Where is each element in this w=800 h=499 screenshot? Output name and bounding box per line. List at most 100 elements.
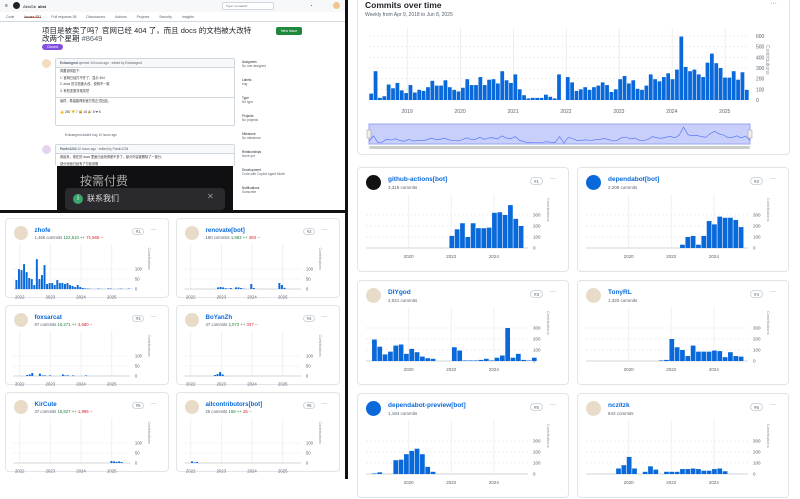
commit-bar xyxy=(649,74,653,100)
y-tick-label: 200 xyxy=(756,77,765,83)
contribution-bar xyxy=(72,286,74,289)
y-tick-label: 100 xyxy=(533,348,541,353)
brush-handle-right[interactable] xyxy=(748,130,752,138)
contribution-bar xyxy=(701,471,706,474)
contribution-bar xyxy=(460,223,465,248)
contribution-bar xyxy=(64,375,66,376)
contribution-bar xyxy=(511,358,516,361)
y-tick-label: 50 xyxy=(135,276,140,281)
contribution-bar xyxy=(712,469,717,474)
commit-bar xyxy=(518,89,522,100)
contribution-bar xyxy=(404,454,409,474)
commit-bar xyxy=(396,83,400,100)
contribution-bar xyxy=(220,287,222,289)
contribution-bar xyxy=(481,228,486,248)
contribution-bar xyxy=(281,285,283,289)
contribution-bar xyxy=(669,472,674,474)
range-brush[interactable] xyxy=(369,124,750,144)
commit-bar xyxy=(404,93,408,100)
contribution-bar xyxy=(29,374,31,376)
x-tick-label: 2023 xyxy=(217,295,227,300)
commit-bar xyxy=(736,80,740,100)
x-tick-label: 2020 xyxy=(624,480,635,485)
contribution-bar xyxy=(691,236,696,248)
y-tick-label: 50 xyxy=(135,363,140,368)
contribution-bar xyxy=(675,472,680,474)
y-tick-label: 200 xyxy=(533,224,541,229)
commit-bar xyxy=(570,82,574,100)
commit-bar xyxy=(583,87,587,100)
scrollbar[interactable] xyxy=(369,146,750,149)
x-tick-label: 2024 xyxy=(709,254,720,259)
contribution-bar xyxy=(222,287,224,289)
commit-bar xyxy=(548,97,552,100)
contribution-bar xyxy=(527,360,532,361)
contribution-bar xyxy=(487,228,492,248)
y-tick-label: 50 xyxy=(306,363,311,368)
contribution-bar xyxy=(121,462,123,463)
y-tick-label: 100 xyxy=(306,354,314,359)
commit-bar xyxy=(527,98,531,100)
contribution-bar xyxy=(717,351,722,361)
commit-bar xyxy=(666,73,670,100)
contribution-bar xyxy=(393,460,398,474)
contribution-bar xyxy=(196,462,198,463)
commit-bar xyxy=(605,85,609,100)
commit-bar xyxy=(382,96,386,100)
commit-bar xyxy=(688,71,692,100)
contribution-bar xyxy=(733,356,738,361)
y-axis-label: Contributions xyxy=(318,422,322,444)
contribution-bar xyxy=(372,340,377,361)
x-tick-label: 2024 xyxy=(489,254,500,259)
x-tick-label: 2024 xyxy=(76,469,86,474)
contribution-bar xyxy=(217,287,219,289)
contribution-bar xyxy=(685,356,690,361)
contribution-bar xyxy=(253,288,255,289)
y-tick-label: 0 xyxy=(753,472,756,477)
x-tick-label: 2022 xyxy=(186,295,196,300)
commit-bar xyxy=(474,85,478,100)
contribution-bar xyxy=(508,205,513,248)
contribution-bar xyxy=(377,347,382,361)
commit-bar xyxy=(741,72,745,100)
contribution-bar xyxy=(284,288,286,289)
contribution-bar xyxy=(476,228,481,248)
y-axis-label: Contributions xyxy=(147,422,151,444)
contribution-bar xyxy=(632,469,637,475)
contribution-bar xyxy=(479,360,484,361)
y-tick-label: 0 xyxy=(135,460,138,465)
contribution-bar xyxy=(685,237,690,248)
commit-bar xyxy=(444,80,448,100)
x-tick-label: 2022 xyxy=(446,480,457,485)
commit-bar xyxy=(387,85,391,100)
contribution-bar xyxy=(217,374,219,376)
y-tick-label: 0 xyxy=(135,286,138,291)
x-tick-label: 2022 xyxy=(446,254,457,259)
y-tick-label: 100 xyxy=(306,267,314,272)
x-tick-label: 2025 xyxy=(107,382,117,387)
commit-bar xyxy=(658,81,662,100)
commit-bar xyxy=(636,89,640,100)
x-tick-label: 2024 xyxy=(247,469,257,474)
y-axis-label: Contributions xyxy=(546,311,551,335)
contribution-bar xyxy=(707,471,712,474)
commit-bar xyxy=(400,90,404,100)
commit-bar xyxy=(579,89,583,100)
contribution-bar xyxy=(194,462,196,463)
x-tick-label: 2022 xyxy=(560,109,571,115)
contribution-bar xyxy=(85,375,87,376)
contribution-bar xyxy=(415,449,420,474)
x-tick-label: 2021 xyxy=(507,109,518,115)
contribution-bar xyxy=(62,374,64,376)
contribution-bar xyxy=(648,466,653,474)
contribution-bar xyxy=(26,375,28,376)
contribution-bar xyxy=(707,221,712,248)
y-tick-label: 100 xyxy=(135,267,143,272)
commit-bar xyxy=(618,79,622,100)
brush-handle-left[interactable] xyxy=(367,130,371,138)
contribution-bar xyxy=(701,236,706,248)
contribution-bar xyxy=(54,285,56,289)
commit-bar xyxy=(430,81,434,100)
commit-bar xyxy=(457,91,461,100)
